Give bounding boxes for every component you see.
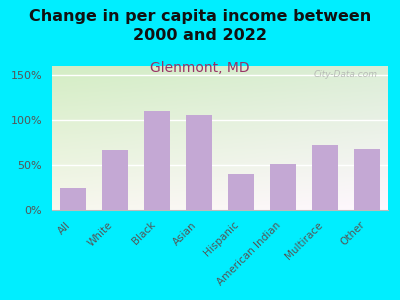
Text: City-Data.com: City-Data.com [314, 70, 378, 79]
Bar [60, 188, 86, 210]
Bar [144, 111, 170, 210]
Bar [102, 150, 128, 210]
Text: Glenmont, MD: Glenmont, MD [150, 61, 250, 76]
Bar [228, 174, 254, 210]
Text: Change in per capita income between
2000 and 2022: Change in per capita income between 2000… [29, 9, 371, 43]
Bar [186, 115, 212, 210]
Bar [312, 145, 338, 210]
Bar [270, 164, 296, 210]
Bar [354, 149, 380, 210]
